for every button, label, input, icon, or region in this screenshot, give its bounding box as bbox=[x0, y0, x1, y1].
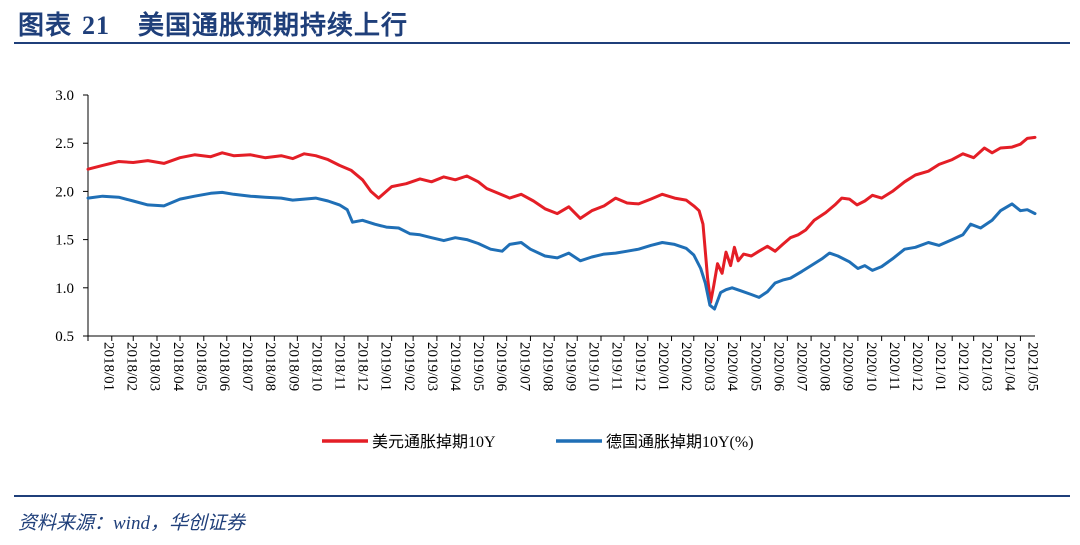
y-tick-label: 2.0 bbox=[55, 184, 74, 200]
x-tick-label: 2019/05 bbox=[470, 342, 486, 391]
figure-number: 21 bbox=[82, 11, 111, 40]
x-tick-label: 2018/06 bbox=[216, 342, 232, 392]
source-divider bbox=[14, 495, 1070, 497]
x-tick-label: 2018/04 bbox=[170, 342, 186, 392]
title-divider bbox=[14, 42, 1070, 44]
x-tick-label: 2021/04 bbox=[1001, 342, 1017, 392]
x-tick-label: 2019/08 bbox=[539, 342, 555, 391]
x-tick-label: 2021/05 bbox=[1024, 342, 1040, 391]
x-tick-label: 2019/03 bbox=[424, 342, 440, 391]
x-tick-label: 2020/02 bbox=[678, 342, 694, 391]
x-tick-label: 2020/07 bbox=[793, 342, 809, 392]
x-tick-label: 2018/07 bbox=[239, 342, 255, 392]
x-tick-label: 2019/02 bbox=[401, 342, 417, 391]
y-tick-label: 1.5 bbox=[55, 233, 74, 249]
x-tick-label: 2018/12 bbox=[355, 342, 371, 391]
x-tick-label: 2020/05 bbox=[747, 342, 763, 391]
figure-label: 图表 bbox=[18, 11, 73, 40]
x-tick-label: 2019/11 bbox=[609, 342, 625, 391]
source-note: 资料来源：wind，华创证券 bbox=[18, 513, 245, 534]
x-tick-label: 2018/08 bbox=[262, 342, 278, 391]
series-line-1 bbox=[86, 135, 1037, 304]
x-tick-label: 2018/10 bbox=[308, 342, 324, 391]
x-tick-label: 2018/01 bbox=[101, 342, 117, 391]
x-tick-label: 2019/07 bbox=[516, 342, 532, 392]
x-tick-label: 2020/09 bbox=[840, 342, 856, 391]
x-tick-label: 2020/08 bbox=[817, 342, 833, 391]
x-tick-label: 2020/11 bbox=[886, 342, 902, 391]
x-tick-label: 2019/01 bbox=[378, 342, 394, 391]
x-tick-label: 2019/06 bbox=[493, 342, 509, 392]
x-tick-label: 2020/06 bbox=[770, 342, 786, 392]
y-tick-label: 1.0 bbox=[55, 281, 74, 297]
x-tick-label: 2021/02 bbox=[955, 342, 971, 391]
x-tick-label: 2018/03 bbox=[147, 342, 163, 391]
x-tick-label: 2018/02 bbox=[124, 342, 140, 391]
line-chart: 3.0 2.5 2.0 1.5 1.0 0.5 2018/01 2018/02 2018/03 2… bbox=[55, 88, 1040, 451]
legend-label-1: 美元通胀掉期10Y bbox=[372, 433, 496, 451]
x-tick-label: 2021/03 bbox=[978, 342, 994, 391]
series-line-2 bbox=[86, 190, 1037, 311]
x-tick-label: 2020/12 bbox=[909, 342, 925, 391]
x-tick-label: 2020/01 bbox=[655, 342, 671, 391]
x-tick-label: 2018/11 bbox=[332, 342, 348, 391]
x-tick-label: 2020/04 bbox=[724, 342, 740, 392]
x-tick-label: 2020/10 bbox=[863, 342, 879, 391]
x-tick-label: 2019/10 bbox=[586, 342, 602, 391]
y-tick-label: 2.5 bbox=[55, 136, 74, 152]
x-tick-label: 2018/05 bbox=[193, 342, 209, 391]
x-tick-label: 2021/01 bbox=[932, 342, 948, 391]
x-tick-label: 2020/03 bbox=[701, 342, 717, 391]
y-tick-label: 3.0 bbox=[55, 88, 74, 104]
x-tick-label: 2019/12 bbox=[632, 342, 648, 391]
legend-label-2: 德国通胀掉期10Y(%) bbox=[606, 433, 754, 451]
x-tick-label: 2019/04 bbox=[447, 342, 463, 392]
x-tick-label: 2019/09 bbox=[563, 342, 579, 391]
figure-title: 美国通胀预期持续上行 bbox=[138, 11, 409, 40]
x-tick-label: 2018/09 bbox=[285, 342, 301, 391]
chart-title: 图表 21 美国通胀预期持续上行 bbox=[18, 5, 408, 42]
chart-title-bar: 图表 21 美国通胀预期持续上行 bbox=[0, 0, 1080, 44]
y-tick-label: 0.5 bbox=[55, 329, 74, 345]
